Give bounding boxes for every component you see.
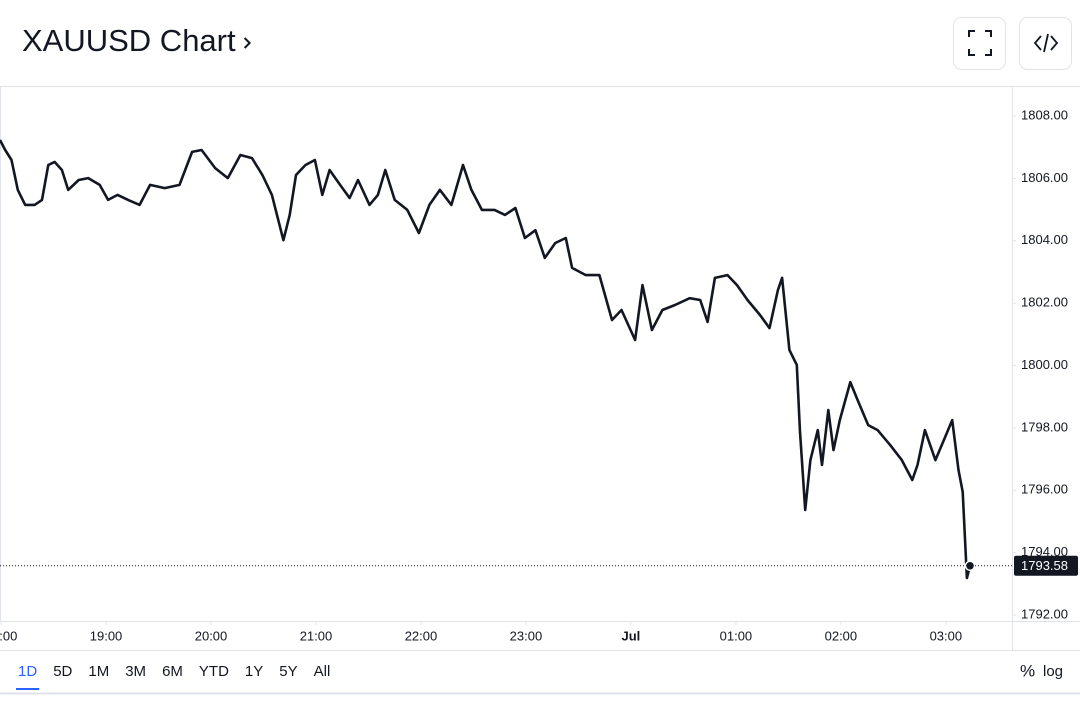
y-tick-label: 1798.00 — [1021, 419, 1068, 434]
embed-icon — [1033, 33, 1059, 53]
x-tick-label: 02:00 — [825, 628, 858, 643]
y-tick-label: 1792.00 — [1021, 607, 1068, 622]
x-tick-label: 18:00 — [0, 628, 17, 643]
y-tick-label: 1800.00 — [1021, 357, 1068, 372]
last-price-box — [1014, 555, 1078, 576]
x-tick-label: 22:00 — [405, 628, 438, 643]
fullscreen-icon — [968, 30, 992, 56]
range-button[interactable]: YTD — [199, 663, 229, 680]
range-button[interactable]: 5Y — [279, 663, 297, 680]
y-tick-label: 1796.00 — [1021, 482, 1068, 497]
x-tick-label: Jul — [622, 628, 641, 643]
y-tick-label: 1804.00 — [1021, 232, 1068, 247]
range-button[interactable]: 1D — [18, 663, 37, 680]
x-tick-label: 19:00 — [90, 628, 123, 643]
x-tick-label: 21:00 — [300, 628, 333, 643]
range-button[interactable]: 3M — [125, 663, 146, 680]
chevron[interactable] — [243, 37, 252, 49]
range-button[interactable]: 6M — [162, 663, 183, 680]
title: XAUUSD Chart — [22, 23, 236, 58]
log-toggle[interactable]: log — [1043, 663, 1063, 680]
percent-toggle[interactable]: % — [1020, 661, 1035, 680]
x-tick-label: 01:00 — [720, 628, 753, 643]
range-button[interactable]: 1Y — [245, 663, 263, 680]
x-tick-label: 23:00 — [510, 628, 543, 643]
last-point — [964, 560, 976, 572]
y-tick-label: 1808.00 — [1021, 107, 1068, 122]
y-tick-label: 1794.00 — [1021, 544, 1068, 559]
x-tick-label: 20:00 — [195, 628, 228, 643]
fullscreen-button[interactable] — [953, 17, 1006, 70]
y-tick-label: 1802.00 — [1021, 295, 1068, 310]
x-tick-label: 03:00 — [930, 628, 963, 643]
range-button[interactable]: 5D — [53, 663, 72, 680]
y-tick-label: 1806.00 — [1021, 170, 1068, 185]
price-line — [0, 139, 972, 580]
range-button[interactable]: All — [314, 663, 331, 680]
range-button[interactable]: 1M — [88, 663, 109, 680]
last-price-label: 1793.58 — [1021, 558, 1068, 573]
